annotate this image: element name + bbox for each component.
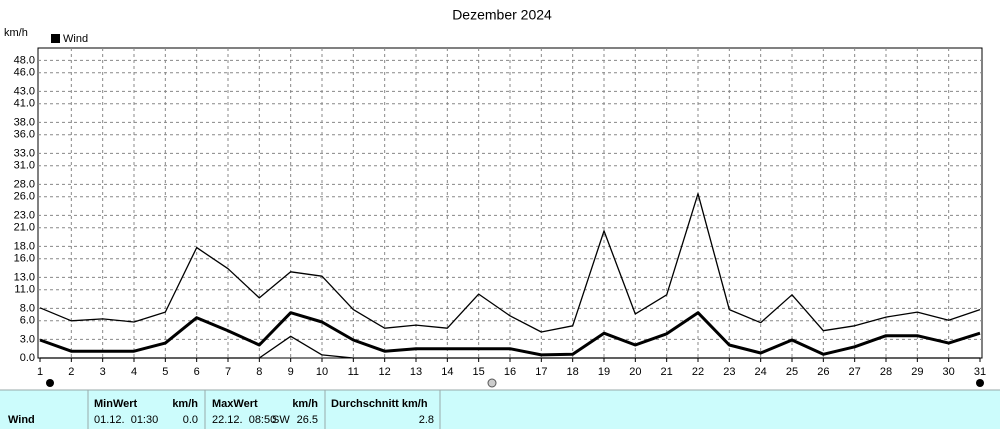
x-tick-label: 31: [974, 366, 986, 378]
legend-label: Wind: [63, 33, 88, 45]
header-unit: km/h: [292, 398, 318, 410]
cell: 22.12. 08:50: [212, 414, 276, 426]
x-tick-label: 11: [348, 366, 359, 378]
plot-area: [37, 47, 983, 359]
y-tick-label: 6.0: [20, 315, 35, 327]
series-line: [40, 335, 980, 359]
x-tick-label: 12: [379, 366, 391, 378]
x-tick-label: 28: [880, 366, 892, 378]
x-tick-label: 10: [316, 366, 328, 378]
x-tick-label: 2: [68, 366, 74, 378]
y-tick-label: 18.0: [14, 240, 35, 252]
x-tick-label: 16: [504, 366, 516, 378]
x-tick-label: 23: [723, 366, 735, 378]
cell: 01.12. 01:30: [94, 414, 158, 426]
y-tick-label: 36.0: [14, 129, 35, 141]
x-tick-label: 18: [567, 366, 579, 378]
x-tick-label: 19: [598, 366, 610, 378]
x-tick-label: 25: [786, 366, 798, 378]
cell: 0.0: [183, 414, 198, 426]
cell: SW: [272, 414, 290, 426]
y-tick-label: 43.0: [14, 85, 35, 97]
header: MaxWert: [212, 398, 258, 410]
header: Durchschnitt km/h: [331, 398, 428, 410]
x-tick-label: 5: [162, 366, 168, 378]
legend-swatch: [51, 34, 60, 43]
x-tick-label: 1: [37, 366, 43, 378]
y-tick-label: 41.0: [14, 98, 35, 110]
y-tick-label: 0.0: [20, 352, 35, 364]
stats-table: [0, 390, 1000, 429]
cell: 26.5: [297, 414, 318, 426]
header-unit: km/h: [172, 398, 198, 410]
marker-icon: [487, 378, 497, 388]
header: MinWert: [94, 398, 138, 410]
y-tick-label: 3.0: [20, 333, 35, 345]
y-tick-label: 33.0: [14, 147, 35, 159]
y-tick-label: 48.0: [14, 54, 35, 66]
x-tick-label: 6: [194, 366, 200, 378]
x-tick-label: 4: [131, 366, 137, 378]
x-tick-label: 27: [849, 366, 861, 378]
y-tick-label: 16.0: [14, 253, 35, 265]
y-tick-label: 28.0: [14, 178, 35, 190]
x-tick-label: 30: [943, 366, 955, 378]
x-tick-label: 21: [661, 366, 673, 378]
y-tick-label: 31.0: [14, 160, 35, 172]
x-tick-label: 13: [410, 366, 422, 378]
series-line: [39, 193, 981, 333]
y-tick-label: 11.0: [14, 284, 35, 296]
marker-icon: [46, 379, 54, 387]
y-tick-label: 38.0: [14, 116, 35, 128]
y-tick-label: 23.0: [14, 209, 35, 221]
x-tick-label: 20: [629, 366, 641, 378]
x-tick-label: 8: [256, 366, 262, 378]
x-tick-label: 3: [100, 366, 106, 378]
chart-title: Dezember 2024: [452, 7, 552, 23]
x-tick-label: 14: [441, 366, 453, 378]
x-tick-label: 9: [288, 366, 294, 378]
unit-label: km/h: [4, 27, 28, 39]
series-line: [39, 311, 981, 357]
x-tick-label: 17: [535, 366, 547, 378]
x-tick-label: 26: [817, 366, 829, 378]
cell: 2.8: [419, 414, 434, 426]
x-tick-label: 22: [692, 366, 704, 378]
y-tick-label: 21.0: [14, 222, 35, 234]
x-tick-label: 7: [225, 366, 231, 378]
row-label: Wind: [8, 414, 35, 426]
table-lines: [0, 389, 1000, 429]
x-tick-label: 15: [473, 366, 485, 378]
y-tick-label: 46.0: [14, 67, 35, 79]
x-tick-label: 24: [755, 366, 767, 378]
x-tick-label: 29: [911, 366, 923, 378]
y-tick-label: 13.0: [14, 271, 35, 283]
y-tick-label: 26.0: [14, 191, 35, 203]
y-tick-label: 8.0: [20, 302, 35, 314]
marker-icon: [976, 379, 984, 387]
